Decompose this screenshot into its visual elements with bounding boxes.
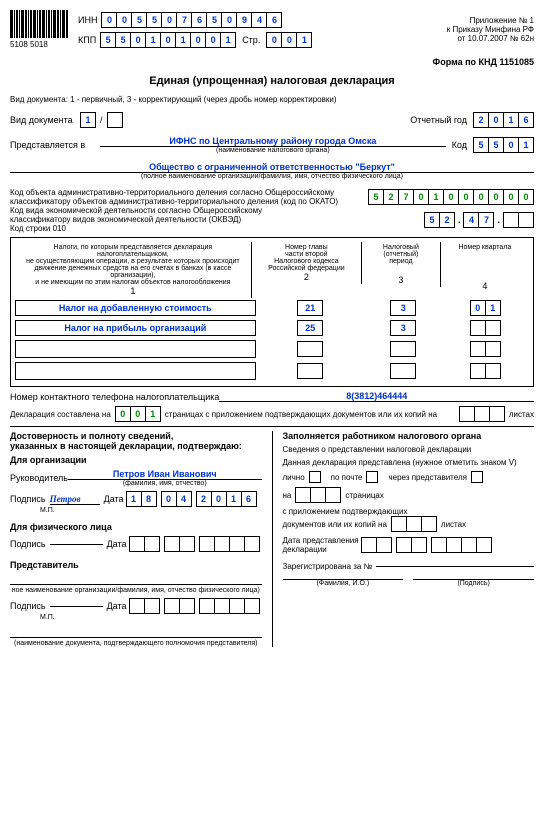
tax2: Налог на прибыль организаций [15, 320, 256, 336]
signature: Петров [50, 494, 100, 505]
page-cells: 001 [266, 32, 312, 48]
title: Единая (упрощенная) налоговая декларация [10, 75, 534, 87]
form-code: Форма по КНД 1151085 [10, 57, 534, 67]
tax1: Налог на добавленную стоимость [15, 300, 256, 316]
okved3 [503, 212, 534, 228]
phone: 8(3812)464444 [219, 391, 534, 402]
okved1: 52 [424, 212, 455, 228]
left-section: Достоверность и полноту сведений, указан… [10, 431, 262, 647]
kpp-cells: 550101001 [100, 32, 236, 48]
kpp-label: КПП [78, 35, 96, 45]
doc-kind-label: Вид документа [10, 115, 80, 125]
inn-cells: 005507650946 [101, 12, 282, 28]
doc-kind-cell: 1 [80, 112, 96, 128]
org-name: Общество с ограниченной ответственностью… [10, 162, 534, 173]
leader-name: Петров Иван Иванович [68, 469, 262, 480]
ifns-code: 5501 [473, 137, 534, 153]
barcode-number: 5108 5018 [10, 40, 48, 49]
okved2: 47 [463, 212, 494, 228]
inn-label: ИНН [78, 15, 97, 25]
appendix-block: Приложение № 1 к Приказу Минфина РФ от 1… [447, 16, 534, 43]
report-year-cells: 2016 [473, 112, 534, 128]
phone-label: Номер контактного телефона налогоплатель… [10, 392, 219, 402]
ifns-name: ИФНС по Центральному району города Омска [100, 136, 446, 147]
code-label: Код [452, 140, 467, 150]
report-year-label: Отчетный год [410, 115, 467, 125]
page-count: 001 [115, 406, 161, 422]
doc-kind-hint: Вид документа: 1 - первичный, 3 - коррек… [10, 95, 534, 104]
taxes-section: Налоги, по которым представляется деклар… [10, 237, 534, 387]
barcode: 5108 5018 [10, 10, 68, 49]
okato-cells: 52701000000 [368, 189, 534, 205]
page-label: Стр. [242, 35, 260, 45]
right-section: Заполняется работником налогового органа… [272, 431, 535, 647]
presented-label: Представляется в [10, 140, 100, 150]
